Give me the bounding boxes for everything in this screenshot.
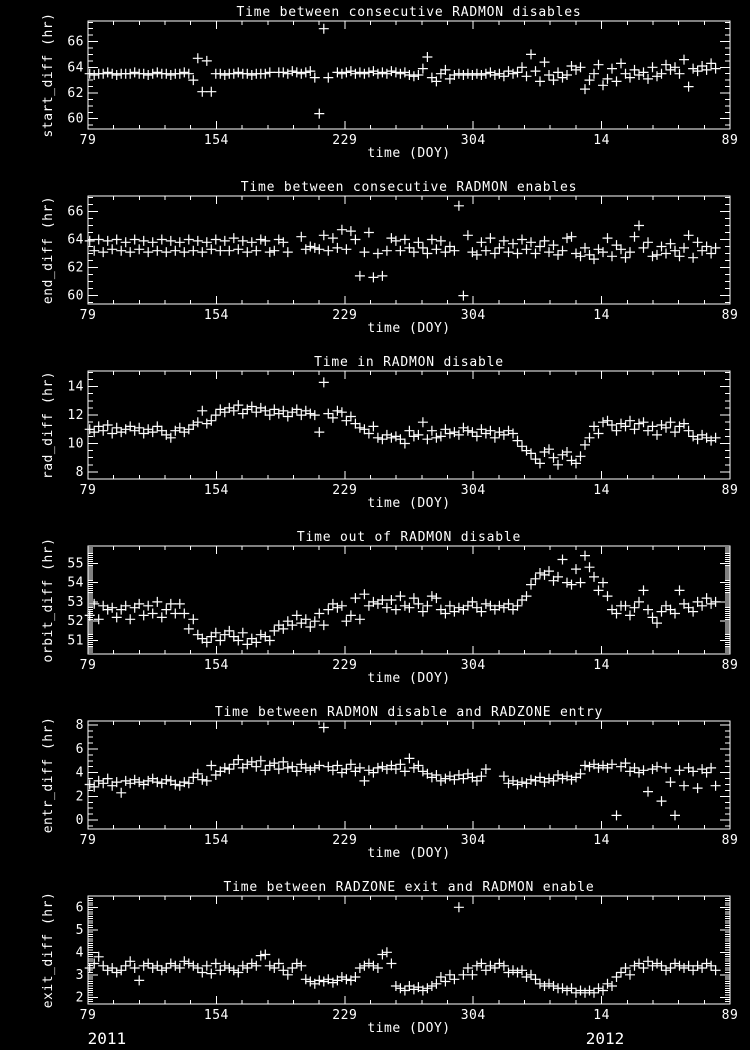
svg-text:51: 51 bbox=[67, 634, 84, 649]
svg-text:10: 10 bbox=[67, 437, 84, 452]
svg-text:entr_diff (hr): entr_diff (hr) bbox=[41, 717, 56, 834]
chart-rad-diff: 79 154 229 304 14 89 8 10 12 14 Time in RADMON dis… bbox=[41, 355, 739, 511]
svg-text:229: 229 bbox=[332, 308, 357, 323]
svg-text:8: 8 bbox=[76, 718, 84, 733]
svg-text:time (DOY): time (DOY) bbox=[367, 321, 450, 336]
svg-text:0: 0 bbox=[76, 813, 84, 828]
svg-text:Time between consecutive RADMO: Time between consecutive RADMON disables bbox=[236, 5, 581, 20]
svg-text:89: 89 bbox=[722, 833, 739, 848]
svg-text:154: 154 bbox=[204, 833, 229, 848]
svg-text:154: 154 bbox=[204, 658, 229, 673]
svg-text:64: 64 bbox=[67, 60, 84, 75]
svg-text:exit_diff (hr): exit_diff (hr) bbox=[41, 892, 56, 1009]
svg-text:229: 229 bbox=[332, 133, 357, 148]
svg-text:3: 3 bbox=[76, 968, 84, 983]
svg-text:end_diff (hr): end_diff (hr) bbox=[41, 196, 56, 304]
chart-entr-diff: 79 154 229 304 14 89 0 2 4 6 8 Time between RADMON … bbox=[41, 705, 739, 861]
svg-text:60: 60 bbox=[67, 112, 84, 127]
svg-text:89: 89 bbox=[722, 483, 739, 498]
svg-text:55: 55 bbox=[67, 556, 84, 571]
svg-text:time (DOY): time (DOY) bbox=[367, 496, 450, 511]
svg-text:89: 89 bbox=[722, 133, 739, 148]
svg-text:14: 14 bbox=[67, 380, 84, 395]
svg-text:2: 2 bbox=[76, 990, 84, 1005]
svg-text:52: 52 bbox=[67, 614, 84, 629]
svg-text:14: 14 bbox=[593, 833, 610, 848]
svg-text:229: 229 bbox=[332, 483, 357, 498]
svg-text:79: 79 bbox=[80, 308, 97, 323]
chart-end-diff: 79 154 229 304 14 89 60 62 64 66 Time between cons… bbox=[41, 180, 739, 336]
year-label: 2011 bbox=[87, 1029, 127, 1048]
svg-text:5: 5 bbox=[76, 923, 84, 938]
chart-orbit-diff: 79 154 229 304 14 89 51 52 53 54 55 Time out of RAD… bbox=[41, 530, 739, 686]
svg-text:Time between RADZONE exit and: Time between RADZONE exit and RADMON ena… bbox=[224, 880, 595, 895]
svg-text:79: 79 bbox=[80, 1008, 97, 1023]
svg-text:62: 62 bbox=[67, 86, 84, 101]
svg-text:229: 229 bbox=[332, 833, 357, 848]
svg-text:6: 6 bbox=[76, 742, 84, 757]
svg-text:79: 79 bbox=[80, 133, 97, 148]
svg-text:79: 79 bbox=[80, 658, 97, 673]
svg-text:229: 229 bbox=[332, 1008, 357, 1023]
svg-text:14: 14 bbox=[593, 483, 610, 498]
svg-text:Time between RADMON disable an: Time between RADMON disable and RADZONE … bbox=[215, 705, 603, 720]
svg-text:53: 53 bbox=[67, 595, 84, 610]
svg-text:time (DOY): time (DOY) bbox=[367, 671, 450, 686]
svg-text:79: 79 bbox=[80, 833, 97, 848]
svg-text:66: 66 bbox=[67, 204, 84, 219]
svg-text:89: 89 bbox=[722, 658, 739, 673]
svg-text:12: 12 bbox=[67, 408, 84, 423]
svg-text:14: 14 bbox=[593, 133, 610, 148]
svg-text:304: 304 bbox=[461, 133, 486, 148]
svg-text:Time between consecutive RADMO: Time between consecutive RADMON enables bbox=[241, 180, 577, 195]
svg-text:229: 229 bbox=[332, 658, 357, 673]
svg-text:304: 304 bbox=[461, 483, 486, 498]
svg-text:14: 14 bbox=[593, 658, 610, 673]
svg-text:rad_diff (hr): rad_diff (hr) bbox=[41, 371, 56, 479]
svg-text:154: 154 bbox=[204, 133, 229, 148]
year-label: 2012 bbox=[585, 1029, 625, 1048]
svg-text:89: 89 bbox=[722, 1008, 739, 1023]
svg-text:54: 54 bbox=[67, 576, 84, 591]
svg-text:66: 66 bbox=[67, 35, 84, 50]
chart-start-diff: 79 154 229 304 14 89 60 62 64 66 Time between cons… bbox=[41, 5, 739, 161]
svg-text:time (DOY): time (DOY) bbox=[367, 146, 450, 161]
svg-text:64: 64 bbox=[67, 233, 84, 248]
svg-text:304: 304 bbox=[461, 1008, 486, 1023]
svg-text:6: 6 bbox=[76, 900, 84, 915]
svg-text:4: 4 bbox=[76, 766, 84, 781]
svg-text:304: 304 bbox=[461, 833, 486, 848]
svg-text:8: 8 bbox=[76, 465, 84, 480]
svg-text:89: 89 bbox=[722, 308, 739, 323]
svg-text:60: 60 bbox=[67, 289, 84, 304]
svg-text:14: 14 bbox=[593, 1008, 610, 1023]
svg-text:79: 79 bbox=[80, 483, 97, 498]
svg-text:start_diff (hr): start_diff (hr) bbox=[41, 13, 56, 138]
svg-text:304: 304 bbox=[461, 658, 486, 673]
svg-text:154: 154 bbox=[204, 483, 229, 498]
svg-text:2: 2 bbox=[76, 789, 84, 804]
svg-text:time (DOY): time (DOY) bbox=[367, 1021, 450, 1036]
svg-text:154: 154 bbox=[204, 308, 229, 323]
svg-text:304: 304 bbox=[461, 308, 486, 323]
svg-text:time (DOY): time (DOY) bbox=[367, 846, 450, 861]
svg-text:orbit_diff (hr): orbit_diff (hr) bbox=[41, 538, 56, 663]
svg-text:Time in RADMON disable: Time in RADMON disable bbox=[314, 355, 504, 370]
svg-text:14: 14 bbox=[593, 308, 610, 323]
svg-text:4: 4 bbox=[76, 945, 84, 960]
svg-text:62: 62 bbox=[67, 261, 84, 276]
chart-exit-diff: 79 154 229 304 14 89 2 3 4 5 6 Time between RADZONE… bbox=[41, 880, 739, 1036]
svg-text:Time out of RADMON disable: Time out of RADMON disable bbox=[297, 530, 521, 545]
svg-text:154: 154 bbox=[204, 1008, 229, 1023]
